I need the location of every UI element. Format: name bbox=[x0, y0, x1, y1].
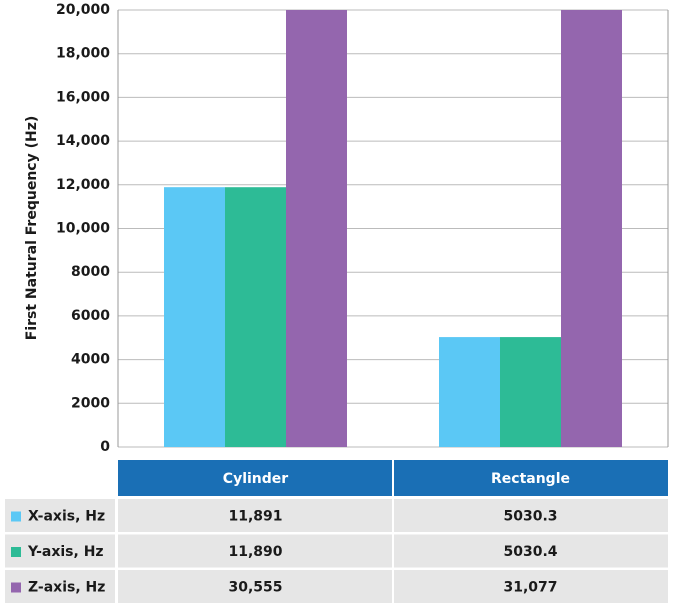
y-tick-label: 6000 bbox=[71, 308, 110, 324]
bar bbox=[561, 10, 622, 447]
bar bbox=[164, 187, 225, 447]
y-tick-label: 12,000 bbox=[56, 177, 110, 193]
y-tick-label: 18,000 bbox=[56, 46, 110, 62]
y-axis-label: First Natural Frequency (Hz) bbox=[24, 116, 40, 341]
table-value: 30,555 bbox=[228, 580, 282, 596]
legend-label: X-axis, Hz bbox=[28, 509, 105, 525]
row-label-cell bbox=[5, 570, 115, 603]
table-cell bbox=[394, 570, 668, 603]
y-tick-label: 4000 bbox=[71, 352, 110, 368]
y-tick-label: 16,000 bbox=[56, 89, 110, 105]
y-tick-label: 20,000 bbox=[56, 2, 110, 18]
y-tick-label: 0 bbox=[100, 439, 110, 455]
table-value: 5030.3 bbox=[503, 509, 557, 525]
legend-swatch bbox=[11, 547, 21, 557]
bar bbox=[500, 337, 561, 447]
legend-label: Z-axis, Hz bbox=[28, 580, 105, 596]
table-value: 11,891 bbox=[228, 509, 282, 525]
table-cell bbox=[394, 499, 668, 532]
table-cell bbox=[118, 570, 392, 603]
table-cell bbox=[118, 534, 392, 568]
table-cell bbox=[118, 499, 392, 532]
table-value: 5030.4 bbox=[503, 544, 557, 560]
table-value: 31,077 bbox=[503, 580, 557, 596]
bar bbox=[286, 10, 347, 447]
column-header: Cylinder bbox=[223, 471, 288, 487]
y-tick-label: 2000 bbox=[71, 395, 110, 411]
row-label-cell bbox=[5, 534, 115, 568]
legend-swatch bbox=[11, 511, 21, 522]
legend-label: Y-axis, Hz bbox=[27, 544, 104, 560]
bar bbox=[439, 337, 500, 447]
table-cell bbox=[394, 534, 668, 568]
y-tick-label: 8000 bbox=[71, 264, 110, 280]
bars bbox=[164, 10, 622, 447]
y-tick-label: 10,000 bbox=[56, 221, 110, 237]
table-value: 11,890 bbox=[228, 544, 282, 560]
legend-swatch bbox=[11, 582, 21, 593]
row-label-cell bbox=[5, 499, 115, 532]
column-header: Rectangle bbox=[491, 471, 570, 487]
bar bbox=[225, 187, 286, 447]
y-tick-label: 14,000 bbox=[56, 133, 110, 149]
